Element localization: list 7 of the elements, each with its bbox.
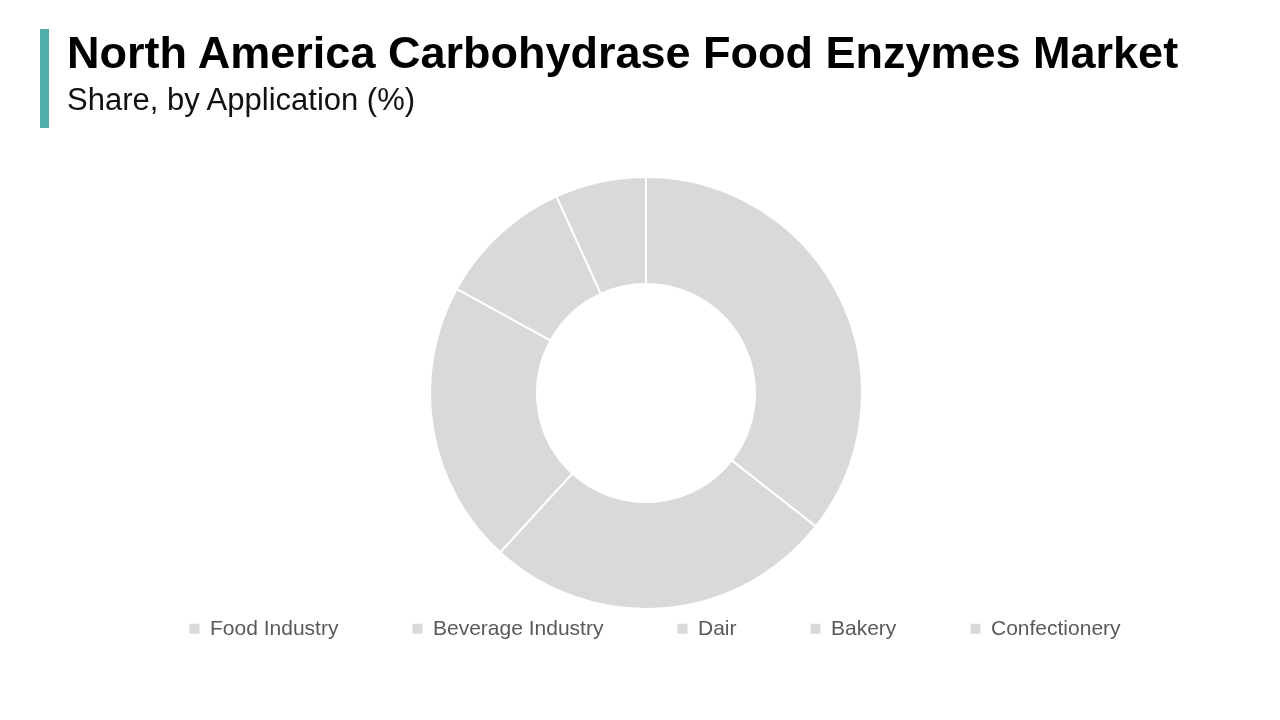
legend-label: Beverage Industry [433, 615, 604, 639]
legend-label: Confectionery [991, 615, 1122, 639]
legend-label: Bakery [831, 615, 897, 639]
legend-label: Food Industry [210, 615, 339, 639]
chart-title: North America Carbohydrase Food Enzymes Market [67, 27, 1179, 78]
chart-subtitle: Share, by Application (%) [67, 82, 416, 117]
legend-label: Dair [698, 615, 737, 639]
